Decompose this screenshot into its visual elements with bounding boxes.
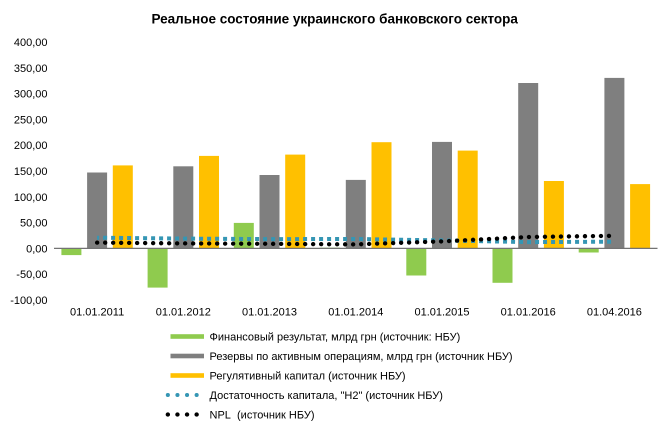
svg-text:01.01.2016: 01.01.2016 [501, 307, 556, 319]
svg-text:Достаточность капитала, "Н2" (: Достаточность капитала, "Н2" (источник Н… [210, 390, 443, 402]
svg-text:400,00: 400,00 [14, 37, 48, 49]
svg-text:250,00: 250,00 [14, 114, 48, 126]
svg-text:01.01.2013: 01.01.2013 [242, 307, 297, 319]
svg-text:200,00: 200,00 [14, 140, 48, 152]
svg-text:150,00: 150,00 [14, 166, 48, 178]
svg-text:300,00: 300,00 [14, 89, 48, 101]
svg-text:Финансовый результат, млрд грн: Финансовый результат, млрд грн (источник… [210, 332, 461, 344]
svg-text:01.04.2016: 01.04.2016 [587, 307, 642, 319]
svg-text:100,00: 100,00 [14, 192, 48, 204]
svg-text:01.01.2011: 01.01.2011 [70, 307, 124, 319]
svg-text:Регулятивный капитал (источник: Регулятивный капитал (источник НБУ) [210, 371, 406, 383]
svg-text:Резервы по активным операциям,: Резервы по активным операциям, млрд грн … [210, 351, 513, 363]
svg-text:01.01.2012: 01.01.2012 [156, 307, 211, 319]
svg-text:0,00: 0,00 [26, 243, 47, 255]
svg-text:NPL (источник НБУ): NPL (источник НБУ) [210, 410, 315, 422]
svg-text:-100,00: -100,00 [10, 295, 47, 307]
svg-text:01.01.2015: 01.01.2015 [414, 307, 469, 319]
svg-text:-50,00: -50,00 [16, 269, 47, 281]
svg-text:350,00: 350,00 [14, 63, 48, 75]
svg-text:50,00: 50,00 [20, 218, 48, 230]
svg-text:01.01.2014: 01.01.2014 [328, 307, 383, 319]
svg-text:Реальное состояние украинского: Реальное состояние украинского банковско… [151, 12, 518, 27]
